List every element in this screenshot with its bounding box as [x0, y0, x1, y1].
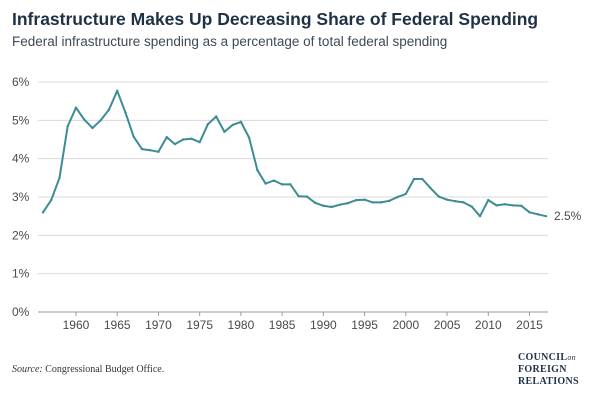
data-point: [91, 126, 94, 130]
data-point: [50, 198, 53, 202]
data-point: [528, 211, 531, 214]
x-tick-label: 2005: [434, 318, 461, 332]
data-point: [66, 124, 69, 128]
data-point: [338, 203, 342, 206]
data-point: [264, 182, 267, 185]
data-point: [74, 106, 78, 109]
y-tick-label: 6%: [12, 75, 30, 89]
x-tick-label: 1985: [269, 318, 296, 332]
data-point: [198, 140, 201, 144]
data-point: [396, 195, 399, 199]
logo-line-3: RELATIONS: [518, 376, 579, 387]
data-point: [520, 204, 523, 208]
data-point: [223, 130, 226, 134]
data-point: [495, 204, 498, 207]
source-note: Source: Congressional Budget Office.: [12, 364, 164, 375]
x-tick-label: 1990: [310, 318, 337, 332]
data-point: [132, 135, 135, 139]
x-tick-label: 1960: [63, 318, 90, 332]
series-line: [42, 89, 547, 218]
data-point: [206, 122, 210, 126]
data-point: [181, 138, 185, 141]
data-point: [214, 115, 218, 118]
data-point: [379, 201, 383, 204]
x-tick-label: 1970: [145, 318, 172, 332]
x-tick-label: 1980: [228, 318, 255, 332]
data-point: [330, 205, 333, 209]
data-point: [313, 201, 317, 204]
x-tick-label: 1975: [186, 318, 213, 332]
y-tick-label: 3%: [12, 190, 30, 204]
data-point: [363, 198, 366, 201]
data-point: [478, 214, 482, 218]
data-point: [544, 214, 548, 218]
data-point: [272, 179, 276, 182]
data-point: [388, 199, 391, 203]
x-tick-label: 1995: [351, 318, 378, 332]
data-point: [173, 142, 177, 146]
data-point: [437, 195, 441, 198]
data-point: [289, 183, 292, 186]
chart-title: Infrastructure Makes Up Decreasing Share…: [12, 9, 539, 29]
data-point: [421, 177, 424, 181]
data-point: [305, 195, 309, 198]
data-point: [511, 204, 515, 207]
data-point: [58, 176, 61, 180]
data-point: [536, 213, 539, 216]
data-point: [280, 183, 284, 186]
cfr-logo: COUNCILon FOREIGN RELATIONS: [518, 352, 579, 388]
data-point: [346, 201, 350, 205]
data-point: [239, 120, 243, 124]
logo-line-2: FOREIGN: [518, 364, 567, 375]
data-point: [140, 147, 144, 151]
data-point: [41, 211, 45, 214]
x-tick-label: 2015: [516, 318, 543, 332]
data-point: [231, 123, 234, 127]
data-point: [157, 150, 160, 153]
data-point: [462, 201, 465, 204]
x-tick-label: 2000: [392, 318, 419, 332]
logo-line-1-small: on: [567, 353, 576, 362]
source-text: Congressional Budget Office.: [45, 364, 165, 375]
chart-subtitle: Federal infrastructure spending as a per…: [12, 34, 448, 49]
logo-line-1: COUNCIL: [518, 352, 568, 363]
source-label: Source:: [12, 364, 43, 375]
data-point: [107, 108, 111, 111]
data-point: [256, 168, 259, 172]
data-point: [190, 137, 193, 140]
data-point: [322, 204, 325, 208]
data-point: [355, 198, 358, 202]
data-point: [429, 186, 432, 190]
data-point: [487, 198, 490, 202]
data-point: [148, 149, 152, 152]
data-point: [503, 203, 506, 206]
data-point: [412, 177, 416, 181]
data-point: [116, 89, 119, 93]
y-tick-label: 2%: [12, 228, 30, 242]
data-point: [404, 192, 408, 196]
data-point: [165, 136, 168, 139]
end-value-label: 2.5%: [554, 209, 582, 223]
y-tick-label: 1%: [12, 267, 30, 281]
x-tick-label: 1965: [104, 318, 131, 332]
y-tick-label: 4%: [12, 152, 30, 166]
data-point: [297, 195, 300, 198]
data-point: [454, 200, 457, 203]
data-point: [371, 201, 375, 204]
y-tick-label: 5%: [12, 113, 30, 127]
data-point: [247, 136, 251, 139]
data-point: [124, 111, 127, 114]
data-point: [83, 118, 86, 121]
data-point: [470, 205, 473, 208]
data-point: [445, 198, 449, 201]
x-tick-label: 2010: [475, 318, 502, 332]
y-tick-label: 0%: [12, 305, 30, 319]
data-point: [99, 119, 102, 122]
